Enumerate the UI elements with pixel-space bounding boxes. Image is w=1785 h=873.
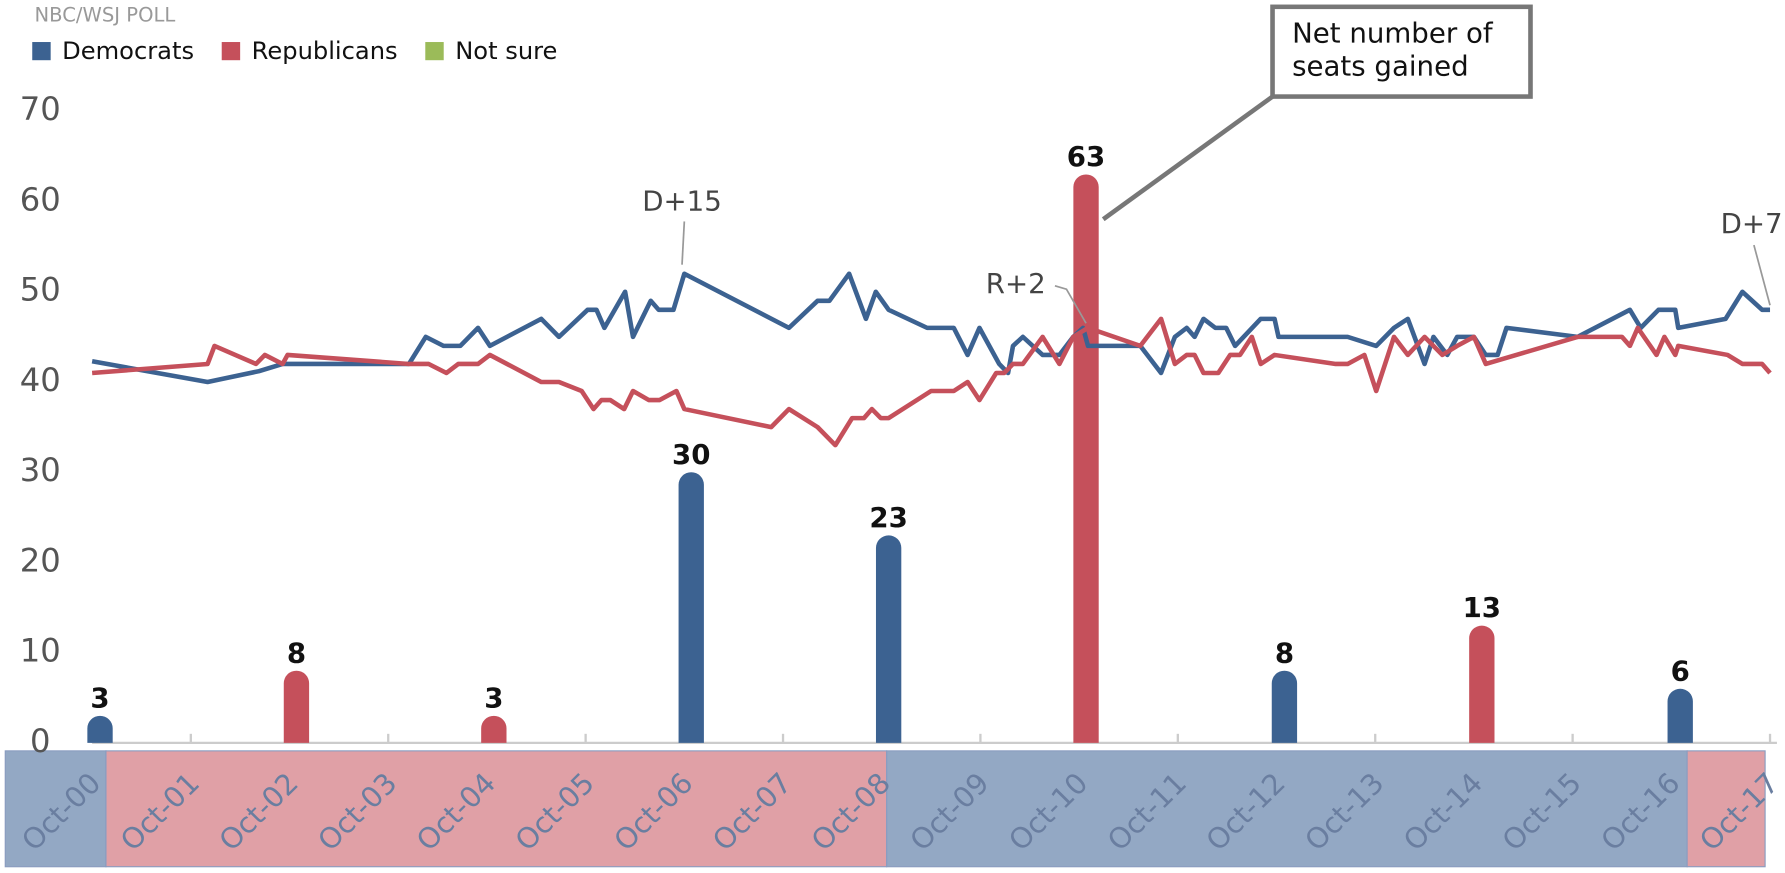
annotation: R+2 bbox=[986, 269, 1046, 300]
period-band bbox=[105, 750, 888, 868]
annotation-leader bbox=[1753, 244, 1771, 306]
bar-label: 8 bbox=[1275, 638, 1294, 669]
y-tick-label: 60 bbox=[20, 181, 61, 219]
legend-label: Not sure bbox=[455, 37, 557, 65]
period-band bbox=[4, 750, 107, 868]
annotation: D+15 bbox=[642, 187, 722, 218]
y-tick-label: 0 bbox=[30, 722, 51, 760]
period-band bbox=[1686, 750, 1766, 868]
bar-label: 3 bbox=[484, 684, 503, 715]
bar-label: 30 bbox=[672, 440, 710, 471]
bar bbox=[283, 670, 310, 743]
bar-label: 63 bbox=[1067, 142, 1105, 173]
line-series bbox=[91, 316, 1772, 448]
bar bbox=[481, 715, 507, 743]
bar bbox=[1667, 688, 1693, 743]
y-tick-label: 20 bbox=[20, 542, 61, 580]
line-series bbox=[91, 271, 1771, 385]
legend-swatch bbox=[221, 42, 241, 61]
annotation-leader bbox=[1054, 284, 1087, 324]
bar bbox=[1469, 625, 1495, 743]
legend-label: Republicans bbox=[252, 37, 398, 65]
bar bbox=[1271, 670, 1298, 743]
y-tick-label: 30 bbox=[20, 451, 61, 489]
y-tick-label: 50 bbox=[20, 271, 61, 309]
bar-label: 3 bbox=[90, 684, 109, 715]
bar bbox=[875, 535, 902, 743]
annotation: D+7 bbox=[1721, 209, 1783, 240]
bar bbox=[1073, 174, 1099, 743]
bar bbox=[678, 472, 704, 743]
callout-box bbox=[1270, 4, 1533, 99]
legend-label: Democrats bbox=[62, 37, 194, 65]
annotation-leader bbox=[681, 221, 686, 265]
callout-text: seats gained bbox=[1292, 52, 1469, 83]
y-tick-label: 40 bbox=[20, 361, 61, 399]
bar-label: 8 bbox=[287, 638, 306, 669]
bar-label: 6 bbox=[1671, 656, 1690, 687]
chart-subtitle: NBC/WSJ POLL bbox=[35, 3, 176, 26]
y-tick-label: 70 bbox=[20, 90, 61, 128]
callout-text: Net number of bbox=[1292, 19, 1494, 50]
y-tick-label: 10 bbox=[20, 632, 61, 670]
bar-label: 23 bbox=[869, 503, 907, 534]
bar-label: 13 bbox=[1463, 593, 1501, 624]
bar bbox=[87, 715, 113, 743]
period-band bbox=[886, 750, 1688, 868]
callout-leader bbox=[1101, 94, 1274, 222]
legend-swatch bbox=[425, 42, 444, 61]
legend-swatch bbox=[32, 42, 51, 61]
